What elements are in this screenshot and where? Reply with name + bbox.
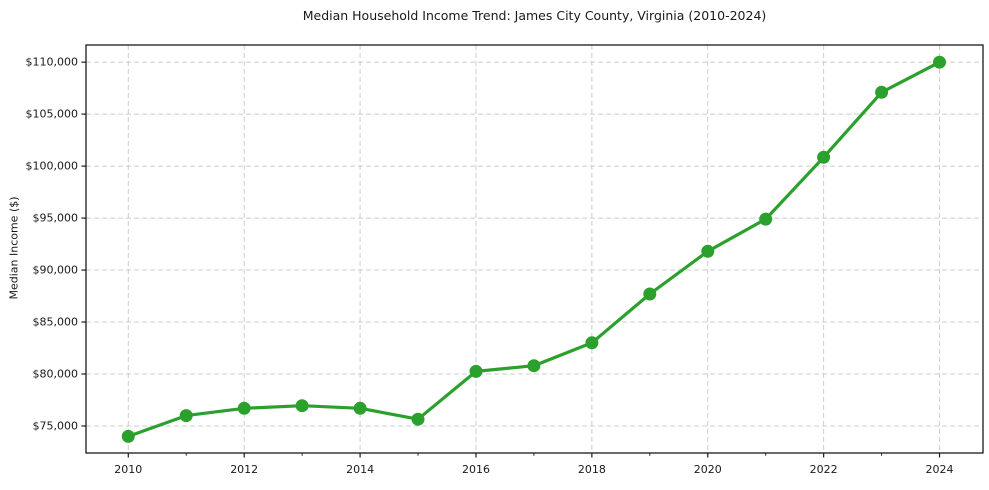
x-tick-label: 2018	[578, 463, 606, 476]
y-tick-label: $105,000	[26, 108, 79, 121]
y-tick-label: $110,000	[26, 56, 79, 69]
x-tick-label: 2024	[926, 463, 954, 476]
x-tick-label: 2010	[114, 463, 142, 476]
plot-border	[85, 44, 984, 454]
data-point	[411, 412, 425, 426]
data-point	[237, 401, 251, 415]
data-point	[527, 359, 541, 373]
data-point	[179, 409, 193, 423]
data-point	[353, 401, 367, 415]
y-tick-label: $75,000	[33, 419, 79, 432]
data-point	[121, 429, 135, 443]
y-tick-label: $90,000	[33, 264, 79, 277]
y-tick-label: $100,000	[26, 160, 79, 173]
data-point	[701, 244, 715, 258]
x-tick-label: 2020	[694, 463, 722, 476]
y-tick-label: $80,000	[33, 367, 79, 380]
x-tick-label: 2014	[346, 463, 374, 476]
income-trend-line	[126, 60, 942, 438]
data-point	[875, 85, 889, 99]
data-point	[643, 287, 657, 301]
data-point	[585, 336, 599, 350]
x-tick-label: 2016	[462, 463, 490, 476]
data-point	[759, 212, 773, 226]
data-point	[469, 364, 483, 378]
y-tick-label: $85,000	[33, 316, 79, 329]
data-point	[295, 399, 309, 413]
data-point	[933, 55, 946, 69]
chart-title: Median Household Income Trend: James Cit…	[302, 8, 767, 23]
data-point	[817, 150, 831, 164]
y-tick-label: $95,000	[33, 212, 79, 225]
x-tick-label: 2012	[230, 463, 258, 476]
x-tick-label: 2022	[810, 463, 838, 476]
